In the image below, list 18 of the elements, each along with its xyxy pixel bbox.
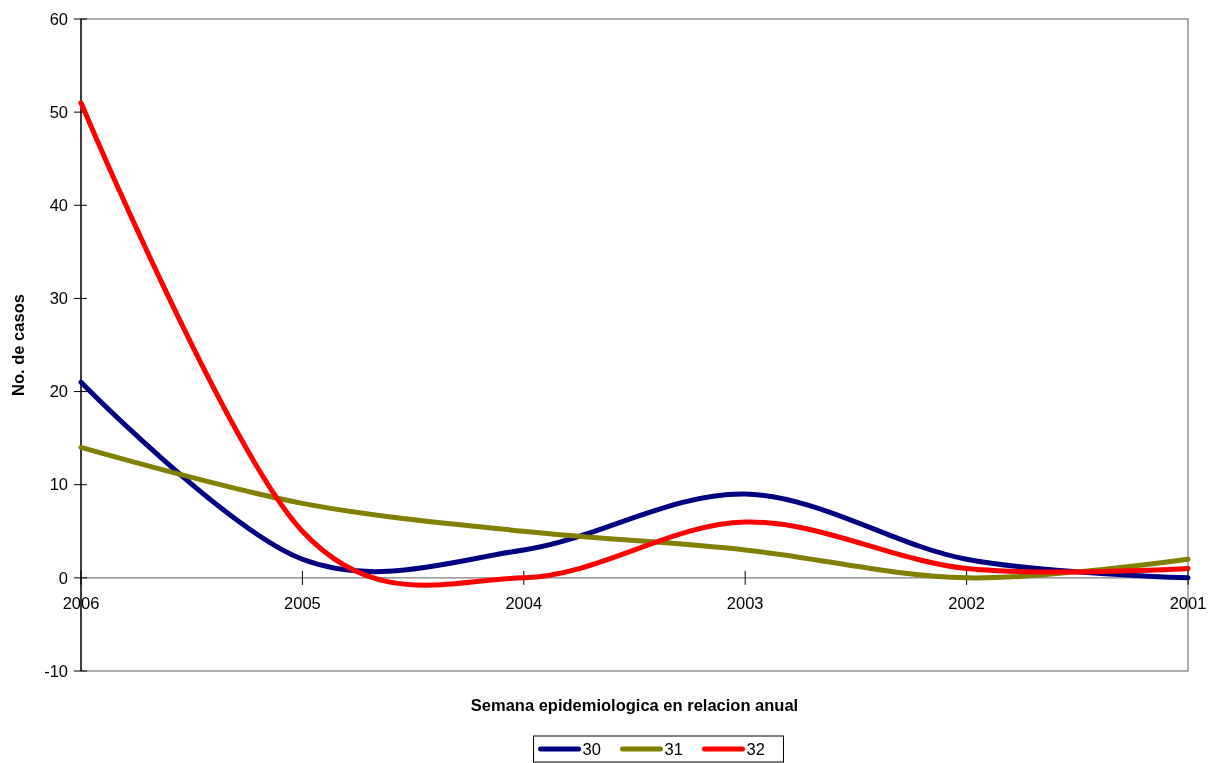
y-tick-label: 10	[49, 475, 68, 494]
x-tick-label: 2002	[948, 593, 985, 612]
y-tick-label: 40	[49, 196, 68, 215]
x-tick-label: 2004	[505, 593, 543, 612]
y-tick-label: 30	[49, 289, 68, 308]
x-tick-label: 2003	[726, 593, 764, 612]
y-tick-label: 60	[49, 9, 68, 28]
x-tick-label: 2001	[1169, 593, 1207, 612]
y-tick-label: -10	[44, 661, 68, 680]
legend-label: 31	[664, 739, 683, 758]
y-tick-label: 50	[49, 102, 68, 121]
x-axis-title: Semana epidemiologica en relacion anual	[470, 696, 799, 714]
legend-label: 32	[746, 739, 765, 758]
y-tick-label: 0	[58, 568, 68, 587]
y-axis-title: No. de casos	[9, 294, 27, 396]
y-tick-label: 20	[49, 382, 68, 401]
legend-label: 30	[582, 739, 601, 758]
x-tick-label: 2005	[284, 593, 321, 612]
